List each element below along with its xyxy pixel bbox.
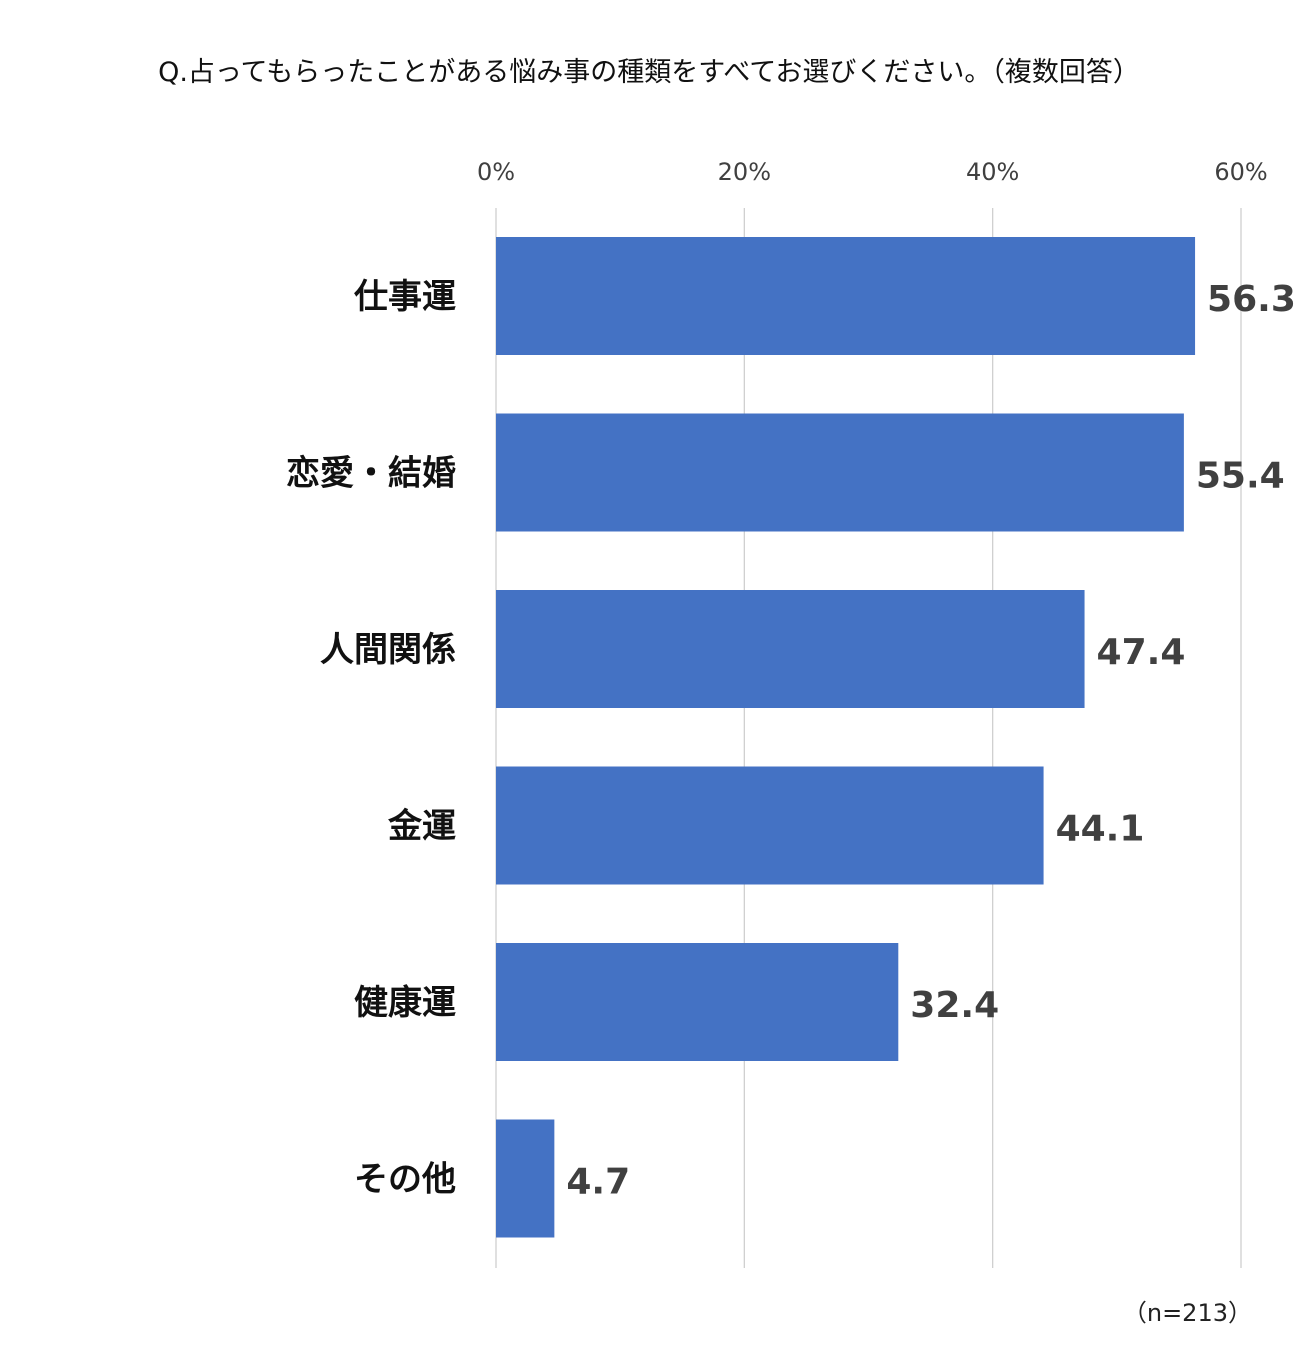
- bar: [496, 766, 1044, 885]
- bar: [496, 237, 1196, 355]
- data-label: 47.4: [1097, 632, 1186, 673]
- bar: [496, 943, 899, 1061]
- data-label: 4.7: [566, 1162, 630, 1203]
- data-label: 32.4: [910, 985, 999, 1026]
- sample-size-note: （n=213）: [1122, 1299, 1252, 1327]
- bar: [496, 590, 1085, 708]
- category-label: 健康運: [354, 983, 456, 1023]
- data-label: 55.4: [1196, 456, 1285, 497]
- category-label: その他: [354, 1160, 456, 1200]
- x-tick-label: 0%: [477, 158, 515, 186]
- category-label: 人間関係: [320, 630, 456, 670]
- x-tick-label: 20%: [718, 158, 771, 186]
- x-tick-label: 60%: [1214, 158, 1267, 186]
- bar: [496, 413, 1184, 532]
- category-label: 金運: [387, 807, 456, 847]
- category-label: 恋愛・結婚: [286, 454, 456, 494]
- bar: [496, 1119, 555, 1238]
- category-label: 仕事運: [354, 277, 456, 317]
- data-label: 56.3: [1207, 279, 1296, 320]
- data-label: 44.1: [1056, 809, 1145, 850]
- x-tick-label: 40%: [966, 158, 1019, 186]
- chart-title: Q.占ってもらったことがある悩み事の種類をすべてお選びください。（複数回答）: [158, 57, 1140, 88]
